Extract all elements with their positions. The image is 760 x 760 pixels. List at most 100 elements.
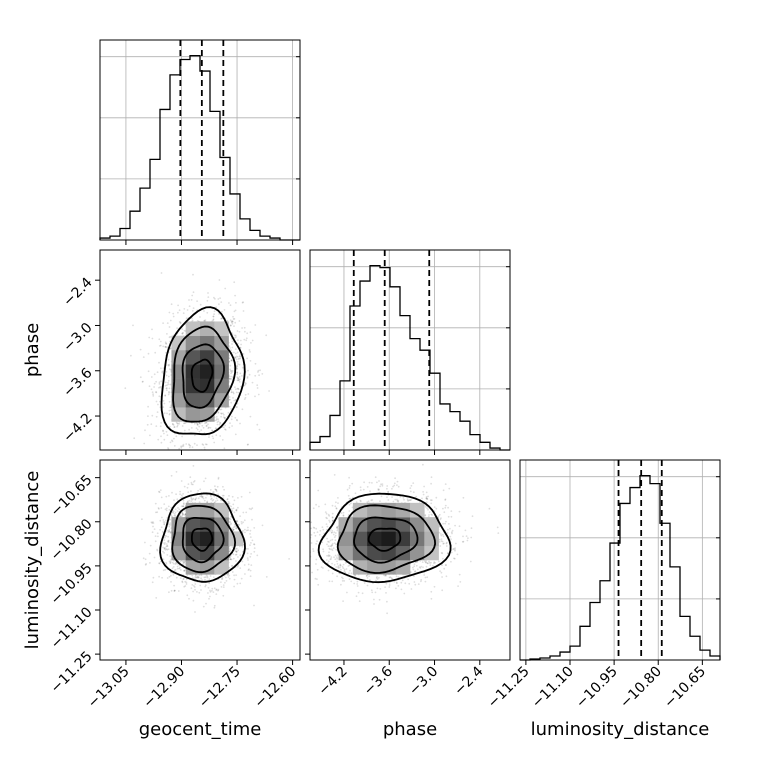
sample-point	[350, 572, 353, 575]
sample-point	[177, 311, 179, 314]
sample-point	[182, 312, 185, 315]
sample-point	[244, 393, 247, 396]
sample-point	[173, 513, 176, 515]
sample-point	[438, 513, 441, 516]
sample-point	[235, 398, 237, 401]
sample-point	[168, 560, 171, 563]
sample-point	[206, 575, 209, 578]
sample-point	[349, 560, 351, 563]
sample-point	[206, 299, 209, 302]
sample-point	[236, 351, 239, 354]
sample-point	[237, 556, 239, 558]
sample-point	[165, 342, 168, 345]
sample-point	[234, 336, 236, 339]
sample-point	[228, 426, 231, 429]
sample-point	[229, 368, 232, 371]
sample-point	[165, 545, 168, 548]
sample-point	[156, 371, 159, 374]
sample-point	[150, 521, 153, 524]
sample-point	[245, 339, 248, 342]
sample-point	[168, 518, 171, 521]
sample-point	[156, 548, 159, 551]
sample-point	[210, 497, 213, 500]
sample-point	[200, 429, 203, 431]
sample-point	[236, 376, 239, 378]
sample-point	[188, 597, 190, 600]
sample-point	[249, 529, 252, 532]
sample-point	[170, 581, 172, 583]
sample-point	[234, 548, 237, 550]
sample-point	[231, 370, 234, 372]
sample-point	[173, 426, 176, 428]
sample-point	[233, 578, 236, 581]
sample-point	[178, 564, 181, 567]
sample-point	[352, 496, 354, 499]
density-bin	[200, 560, 215, 575]
density-bin	[171, 392, 187, 408]
sample-point	[185, 581, 188, 584]
contour-geocent_time-phase-3	[160, 306, 246, 436]
sample-point	[144, 541, 146, 544]
sample-point	[180, 445, 182, 448]
sample-point	[427, 562, 429, 565]
sample-point	[176, 510, 179, 512]
sample-point	[393, 482, 396, 485]
sample-point	[164, 568, 167, 571]
sample-point	[178, 422, 181, 425]
sample-point	[265, 334, 268, 337]
sample-point	[175, 562, 178, 564]
sample-point	[152, 576, 155, 579]
sample-point	[240, 343, 243, 346]
sample-point	[163, 548, 166, 550]
sample-point	[179, 515, 182, 518]
sample-point	[235, 550, 238, 553]
sample-point	[245, 511, 248, 514]
sample-point	[316, 578, 318, 580]
sample-point	[381, 483, 384, 485]
sample-point	[203, 480, 205, 483]
sample-point	[224, 424, 227, 427]
sample-point	[182, 513, 185, 516]
sample-point	[386, 612, 388, 615]
sample-point	[388, 584, 391, 586]
sample-point	[167, 539, 170, 542]
sample-point	[230, 558, 233, 561]
sample-point	[208, 597, 210, 600]
sample-point	[183, 569, 186, 572]
sample-point	[236, 520, 239, 523]
sample-point	[166, 545, 169, 548]
sample-point	[237, 358, 240, 360]
sample-point	[236, 519, 239, 522]
sample-point	[148, 336, 151, 339]
sample-point	[229, 304, 232, 307]
sample-point	[249, 533, 251, 535]
sample-point	[220, 586, 223, 588]
sample-point	[437, 515, 440, 517]
sample-point	[171, 561, 174, 564]
sample-point	[230, 370, 233, 372]
sample-point	[444, 504, 447, 507]
sample-point	[170, 506, 173, 509]
sample-point	[228, 385, 231, 388]
sample-point	[229, 558, 231, 560]
sample-point	[160, 272, 163, 274]
sample-point	[204, 453, 206, 455]
sample-point	[231, 346, 234, 349]
sample-point	[159, 344, 162, 347]
sample-point	[244, 382, 246, 384]
sample-point	[249, 569, 252, 572]
density-bin	[214, 531, 229, 547]
sample-point	[153, 386, 156, 388]
sample-point	[168, 413, 171, 416]
sample-point	[183, 569, 186, 572]
sample-point	[326, 525, 329, 528]
sample-point	[228, 556, 231, 559]
sample-point	[169, 441, 172, 444]
sample-point	[151, 531, 154, 534]
sample-point	[430, 561, 432, 564]
sample-point	[216, 423, 219, 426]
sample-point	[218, 303, 220, 306]
sample-point	[162, 322, 165, 324]
sample-point	[230, 555, 232, 557]
sample-point	[158, 345, 161, 347]
